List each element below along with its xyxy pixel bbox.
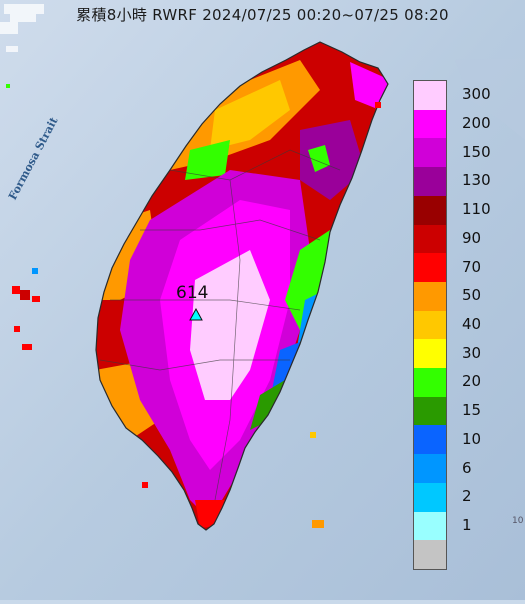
legend-label: 1	[462, 515, 472, 534]
max-rain-value: 614	[176, 283, 209, 303]
offshore-cells	[6, 84, 381, 528]
legend-label: 110	[462, 200, 491, 219]
legend-swatch	[414, 109, 446, 139]
legend-swatch	[414, 454, 446, 483]
legend-label: 15	[462, 401, 482, 420]
legend-swatch	[414, 511, 446, 541]
legend-label: 90	[462, 228, 482, 247]
legend-label: 50	[462, 286, 482, 305]
legend-label: 20	[462, 372, 482, 391]
legend-swatch	[414, 81, 446, 110]
legend-swatch	[414, 368, 446, 397]
legend-label: 40	[462, 315, 482, 333]
legend-swatch	[414, 167, 446, 196]
cloud-speckle	[0, 4, 44, 52]
legend-label: 30	[462, 343, 482, 362]
legend-swatch	[414, 310, 446, 340]
legend-swatch	[414, 253, 446, 282]
legend-label: 10	[462, 429, 482, 448]
legend-swatch	[414, 195, 446, 225]
max-triangle-marker	[189, 307, 203, 321]
county-boundaries	[99, 149, 341, 501]
legend-swatch	[414, 425, 446, 455]
legend-swatch	[414, 396, 446, 426]
legend-label: 300	[462, 85, 491, 104]
legend-swatch	[414, 339, 446, 369]
legend-color-bar	[413, 80, 447, 570]
offshore-shade	[455, 58, 525, 140]
legend-swatch	[414, 224, 446, 254]
legend-label: 2	[462, 487, 472, 506]
map-title: 累積8小時 RWRF 2024/07/25 00:20~07/25 08:20	[76, 6, 449, 24]
legend-label: 200	[462, 114, 491, 133]
coastline	[95, 41, 389, 531]
legend-swatch	[414, 482, 446, 512]
legend-label: 6	[462, 458, 472, 477]
legend-swatch	[414, 281, 446, 311]
legend-swatch	[414, 540, 446, 569]
legend-label: 150	[462, 142, 491, 161]
legend-label: 70	[462, 257, 482, 276]
legend-swatch	[414, 138, 446, 168]
corner-mark: 10	[512, 516, 524, 526]
legend-label: 130	[462, 171, 491, 190]
